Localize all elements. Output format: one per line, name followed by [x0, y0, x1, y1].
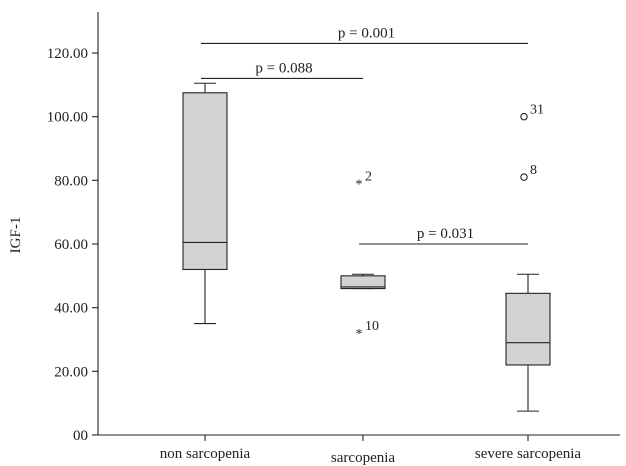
significance-label: p = 0.031	[417, 226, 474, 242]
outlier-label: 2	[365, 170, 372, 185]
y-tick-label: 20.00	[54, 364, 88, 380]
outlier-star: *	[356, 327, 363, 342]
category-label: severe sarcopenia	[475, 446, 582, 462]
y-tick-label: 80.00	[54, 173, 88, 189]
outlier-label: 10	[365, 319, 379, 334]
y-axis-title: IGF-1	[8, 217, 24, 254]
y-tick-label: 120.00	[47, 46, 88, 62]
outlier-circle	[520, 173, 528, 181]
significance-label: p = 0.088	[255, 60, 312, 76]
outlier-star: *	[356, 178, 363, 193]
category-label: sarcopenia	[331, 450, 395, 466]
y-tick-label: 40.00	[54, 301, 88, 317]
plot-area: 00 20.00 40.00 60.00 80.00 100.00 120.00 non sa…	[47, 12, 620, 466]
y-tick-label: 100.00	[47, 110, 88, 126]
box-iqr	[340, 275, 386, 290]
box-iqr	[182, 92, 228, 271]
category-label: non sarcopenia	[160, 446, 251, 462]
significance-label: p = 0.001	[338, 25, 395, 41]
outlier-circle	[520, 112, 528, 121]
outlier-label: 31	[530, 103, 544, 118]
y-tick-label: 60.00	[54, 237, 88, 253]
y-tick-label: 00	[73, 428, 88, 444]
outlier-label: 8	[530, 163, 537, 178]
box-iqr	[505, 292, 551, 366]
